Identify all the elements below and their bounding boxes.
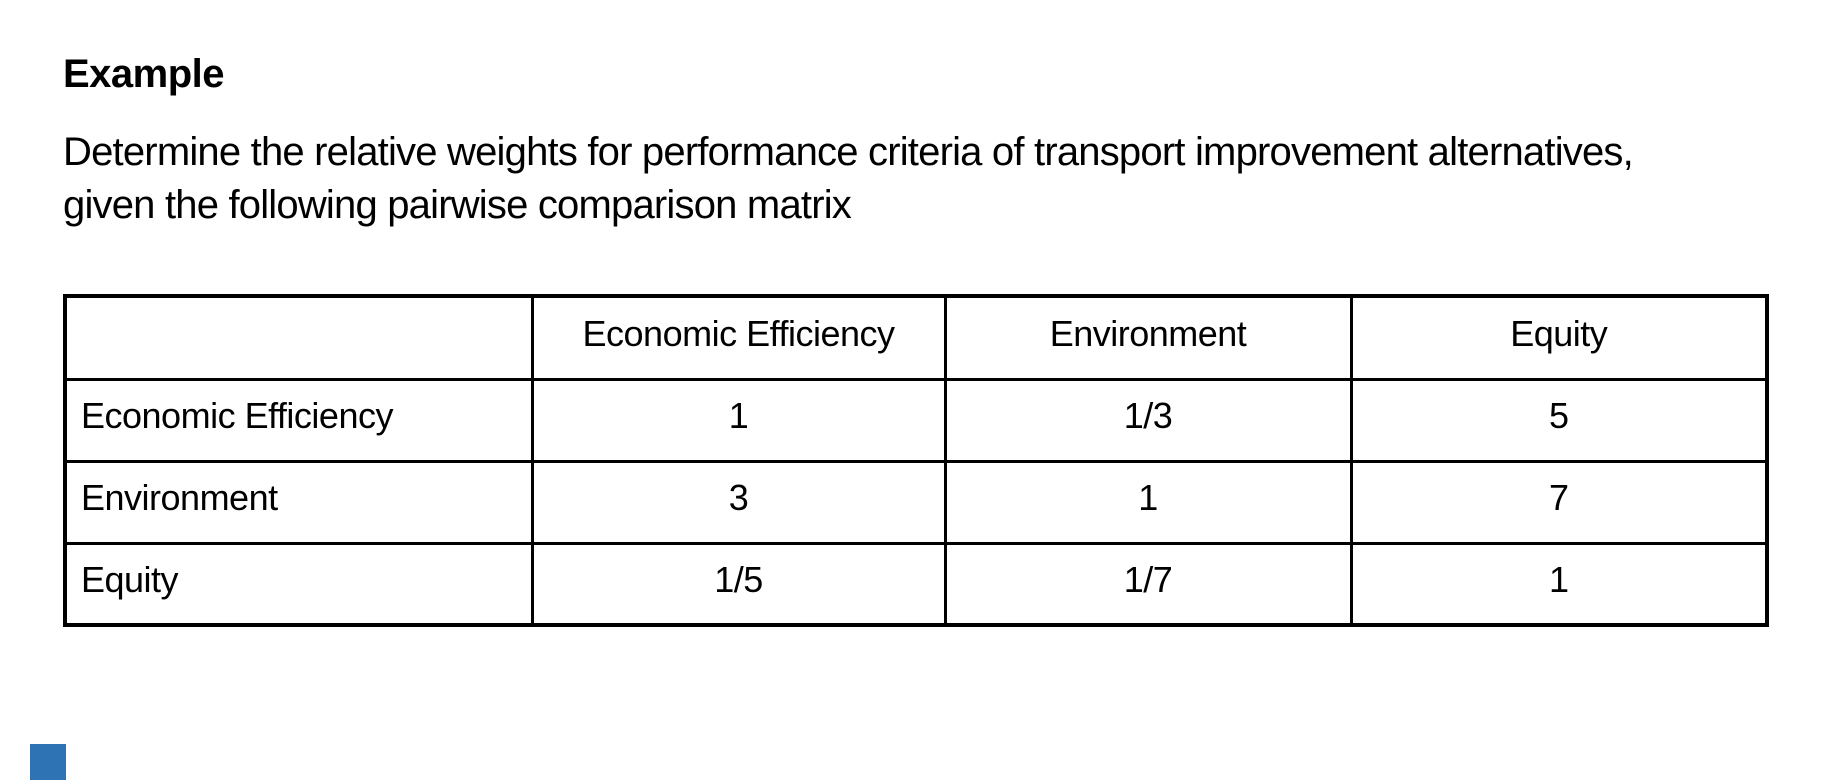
- cell-equity-vs-environment: 1/7: [943, 541, 1353, 627]
- cell-environment-vs-environment: 1: [943, 459, 1353, 545]
- slide-accent-square: [30, 744, 66, 780]
- cell-equity-vs-ee: 1/5: [530, 541, 947, 627]
- table-row-economic-efficiency: Economic Efficiency 1 1/3 5: [63, 377, 1769, 463]
- corner-cell: [63, 294, 534, 381]
- cell-ee-vs-equity: 5: [1349, 377, 1769, 463]
- description-line-1: Determine the relative weights for perfo…: [63, 130, 1634, 174]
- column-header-environment: Environment: [943, 294, 1353, 381]
- column-header-economic-efficiency: Economic Efficiency: [530, 294, 947, 381]
- page-title: Example: [63, 52, 225, 96]
- pairwise-comparison-matrix: Economic Efficiency Environment Equity E…: [63, 294, 1769, 627]
- description: Determine the relative weights for perfo…: [63, 126, 1634, 232]
- cell-equity-vs-equity: 1: [1349, 541, 1769, 627]
- cell-environment-vs-ee: 3: [530, 459, 947, 545]
- table-header-row: Economic Efficiency Environment Equity: [63, 294, 1769, 381]
- cell-environment-vs-equity: 7: [1349, 459, 1769, 545]
- row-header-equity: Equity: [63, 541, 534, 627]
- row-header-economic-efficiency: Economic Efficiency: [63, 377, 534, 463]
- description-line-2: given the following pairwise comparison …: [63, 183, 852, 227]
- row-header-environment: Environment: [63, 459, 534, 545]
- column-header-equity: Equity: [1349, 294, 1769, 381]
- table-row-equity: Equity 1/5 1/7 1: [63, 541, 1769, 627]
- table-row-environment: Environment 3 1 7: [63, 459, 1769, 545]
- cell-ee-vs-ee: 1: [530, 377, 947, 463]
- cell-ee-vs-environment: 1/3: [943, 377, 1353, 463]
